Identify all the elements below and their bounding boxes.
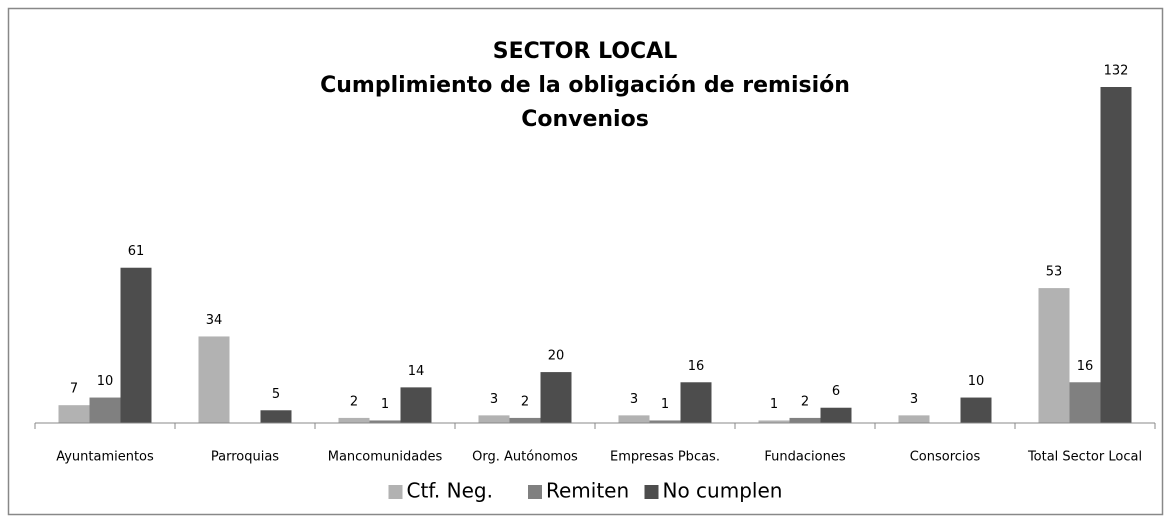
data-label: 3: [490, 392, 498, 407]
legend-swatch: [388, 485, 403, 499]
bar: [1069, 382, 1101, 423]
data-label: 5: [272, 387, 280, 402]
data-label: 10: [968, 374, 985, 389]
bar: [58, 405, 90, 423]
bar: [758, 420, 790, 423]
x-tick-label: Ayuntamientos: [56, 450, 154, 465]
bar: [338, 417, 370, 423]
chart-title: Convenios: [521, 107, 649, 132]
legend-label: Ctf. Neg.: [407, 479, 493, 503]
bar: [478, 415, 510, 423]
bar: [540, 372, 572, 423]
data-label: 16: [1077, 359, 1094, 374]
data-label: 7: [70, 382, 78, 397]
data-label: 2: [801, 394, 809, 409]
bar: [198, 336, 230, 423]
bar: [400, 387, 432, 423]
x-tick-label: Total Sector Local: [1027, 450, 1142, 465]
data-label: 3: [910, 392, 918, 407]
data-label: 14: [408, 364, 425, 379]
data-label: 20: [548, 349, 565, 364]
data-label: 1: [381, 397, 389, 412]
data-label: 61: [128, 244, 145, 259]
data-label: 34: [206, 313, 223, 328]
x-tick-label: Parroquias: [211, 450, 279, 465]
legend-label: No cumplen: [663, 479, 783, 503]
data-label: 6: [832, 384, 840, 399]
bar: [820, 407, 852, 423]
bar: [1038, 288, 1070, 423]
data-label: 2: [350, 394, 358, 409]
bar: [898, 415, 930, 423]
bar: [1100, 87, 1132, 423]
chart-title: SECTOR LOCAL: [493, 39, 677, 64]
x-tick-label: Mancomunidades: [328, 450, 443, 465]
bar: [369, 420, 401, 423]
x-tick-label: Consorcios: [910, 450, 981, 465]
x-tick-label: Empresas Pbcas.: [610, 450, 720, 465]
bar: [680, 382, 712, 423]
x-tick-label: Fundaciones: [764, 450, 845, 465]
bar: [960, 397, 992, 423]
data-label: 53: [1046, 265, 1063, 280]
data-label: 2: [521, 394, 529, 409]
data-label: 16: [688, 359, 705, 374]
data-label: 132: [1104, 64, 1129, 79]
data-label: 1: [661, 397, 669, 412]
x-tick-label: Org. Autónomos: [472, 450, 578, 465]
bar: [509, 417, 541, 423]
bar: [120, 267, 152, 423]
data-label: 10: [97, 374, 114, 389]
data-label: 1: [770, 397, 778, 412]
data-label: 3: [630, 392, 638, 407]
bar: [260, 410, 292, 423]
bar: [789, 417, 821, 423]
legend-label: Remiten: [546, 479, 629, 503]
bar: [618, 415, 650, 423]
legend-swatch: [528, 485, 542, 499]
legend-swatch: [644, 485, 659, 499]
chart-title: Cumplimiento de la obligación de remisió…: [320, 73, 850, 98]
chart-frame: [7, 7, 1164, 516]
bar: [649, 420, 681, 423]
bar: [89, 397, 121, 423]
